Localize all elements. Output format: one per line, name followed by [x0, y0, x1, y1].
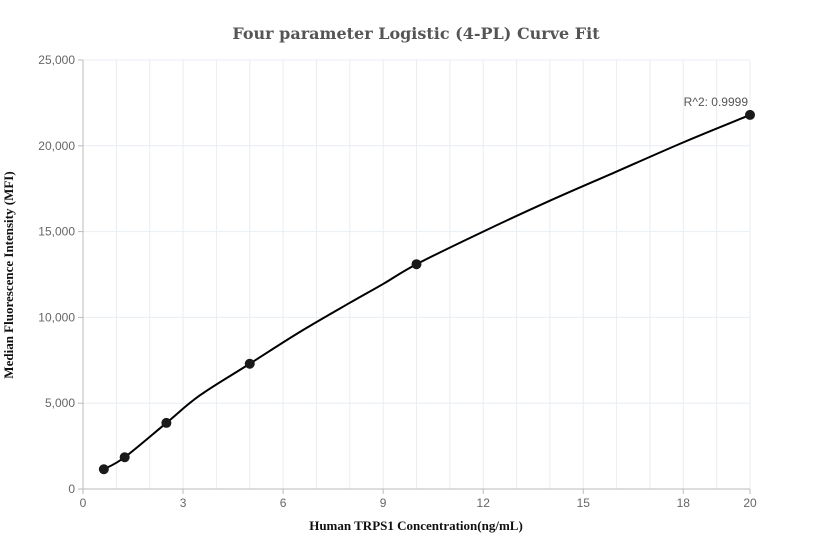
- data-points: [98, 109, 755, 475]
- x-tick-label: 20: [743, 496, 757, 510]
- y-tick-label: 15,000: [38, 225, 75, 239]
- x-tick-label: 6: [280, 496, 287, 510]
- chart-title: Four parameter Logistic (4-PL) Curve Fit: [232, 24, 600, 43]
- data-point: [411, 259, 422, 270]
- axes: [82, 60, 750, 490]
- x-tick-label: 15: [577, 496, 591, 510]
- y-axis-title: Median Fluorescence Intensity (MFI): [1, 171, 16, 378]
- x-tick-label: 18: [677, 496, 691, 510]
- r-squared-annotation: R^2: 0.9999: [684, 95, 749, 109]
- y-tick-label: 10,000: [38, 310, 75, 324]
- x-tick-label: 9: [380, 496, 387, 510]
- data-point: [119, 452, 130, 463]
- data-point: [98, 464, 109, 475]
- x-tick-label: 0: [80, 496, 87, 510]
- gridlines: [83, 59, 751, 489]
- y-tick-label: 20,000: [38, 139, 75, 153]
- data-point: [244, 358, 255, 369]
- y-ticks: 0 5,000 10,000 15,000 20,000 25,000: [38, 53, 83, 496]
- x-tick-label: 3: [180, 496, 187, 510]
- y-tick-label: 0: [68, 482, 75, 496]
- fit-curve: [103, 113, 751, 471]
- data-point: [161, 417, 172, 428]
- y-tick-label: 5,000: [45, 396, 75, 410]
- x-tick-label: 12: [477, 496, 491, 510]
- data-point: [745, 109, 755, 120]
- y-tick-label: 25,000: [38, 53, 75, 67]
- x-axis-title: Human TRPS1 Concentration(ng/mL): [309, 518, 523, 533]
- x-ticks: 0 3 6 9 12 15 18 20: [80, 489, 757, 510]
